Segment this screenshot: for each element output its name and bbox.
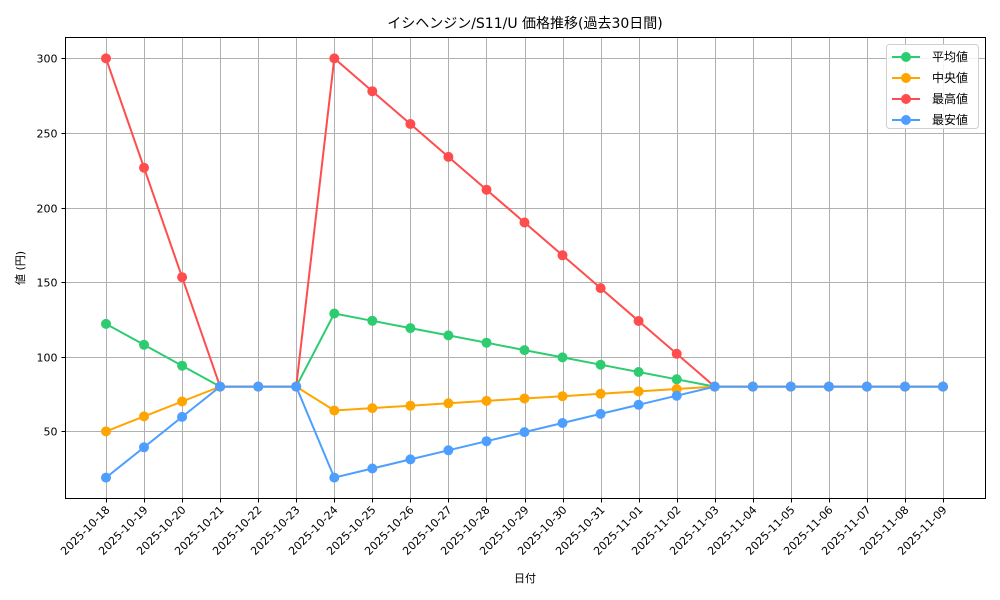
data-point: [557, 391, 568, 402]
data-point: [861, 381, 872, 392]
data-point: [633, 399, 644, 410]
data-point: [253, 381, 264, 392]
data-point: [900, 381, 910, 392]
legend-item: 最高値: [892, 91, 968, 106]
legend-item: 平均値: [892, 49, 968, 64]
y-axis-label: 値 (円): [14, 251, 27, 285]
data-point: [443, 330, 454, 341]
y-tick-label: 100: [37, 352, 58, 365]
data-point: [519, 393, 530, 404]
data-series: [101, 53, 948, 483]
legend-label: 中央値: [932, 70, 968, 85]
data-point: [633, 316, 644, 326]
data-point: [405, 400, 416, 411]
data-point: [671, 374, 682, 385]
data-point: [481, 436, 492, 447]
y-tick-label: 300: [37, 53, 58, 66]
data-point: [177, 272, 188, 283]
data-point: [671, 390, 682, 401]
data-point: [595, 408, 606, 419]
data-point: [443, 445, 454, 456]
x-axis-label: 日付: [514, 572, 536, 585]
data-point: [405, 323, 416, 334]
data-point: [595, 359, 606, 370]
data-point: [595, 283, 606, 294]
data-point: [329, 53, 340, 64]
data-point: [671, 348, 682, 359]
legend-dot-marker: [901, 94, 911, 104]
data-point: [367, 315, 378, 326]
series-平均値: [101, 308, 948, 392]
data-point: [938, 381, 948, 392]
legend-dot-marker: [901, 115, 911, 125]
data-point: [633, 367, 644, 377]
data-point: [139, 339, 149, 350]
grid-lines: [65, 37, 986, 499]
data-point: [329, 405, 340, 416]
data-point: [405, 454, 416, 465]
data-point: [101, 426, 111, 437]
y-tick-label: 250: [37, 128, 58, 141]
data-point: [177, 396, 188, 407]
data-point: [785, 381, 796, 392]
data-point: [443, 398, 454, 409]
data-point: [519, 217, 530, 228]
data-point: [329, 472, 340, 483]
data-point: [101, 53, 111, 64]
legend-item: 中央値: [892, 70, 968, 85]
legend-box: [886, 44, 979, 129]
data-point: [177, 360, 188, 371]
legend-dot-marker: [901, 73, 911, 83]
data-point: [139, 442, 149, 453]
data-point: [633, 386, 644, 397]
legend-dot-marker: [901, 52, 911, 62]
data-point: [519, 427, 530, 438]
legend-item: 最安値: [892, 112, 968, 127]
data-point: [101, 472, 111, 483]
data-point: [215, 381, 226, 392]
data-point: [367, 86, 378, 97]
chart-title: イシヘンジン/S11/U 価格推移(過去30日間): [387, 16, 663, 32]
data-point: [329, 308, 340, 319]
data-point: [443, 151, 454, 162]
data-point: [709, 381, 720, 392]
x-axis: 2025-10-182025-10-192025-10-202025-10-21…: [58, 498, 950, 558]
data-point: [177, 411, 188, 422]
data-point: [291, 381, 302, 392]
data-point: [481, 184, 492, 195]
y-axis: 50 100 150 200 250 300: [37, 53, 66, 439]
y-tick-label: 200: [37, 203, 58, 216]
data-point: [747, 381, 758, 392]
series-最高値: [101, 53, 948, 392]
data-point: [139, 162, 149, 173]
data-point: [101, 318, 111, 329]
y-tick-label: 50: [44, 426, 58, 439]
data-point: [557, 352, 568, 363]
series-line: [105, 385, 943, 433]
data-point: [557, 250, 568, 261]
data-point: [519, 345, 530, 356]
y-tick-label: 150: [37, 277, 58, 290]
data-point: [405, 119, 416, 129]
data-point: [367, 463, 378, 474]
data-point: [139, 411, 149, 422]
data-point: [481, 395, 492, 406]
data-point: [557, 418, 568, 428]
data-point: [367, 403, 378, 414]
data-point: [481, 337, 492, 348]
data-point: [823, 381, 834, 392]
legend-label: 最安値: [932, 112, 968, 127]
series-最安値: [101, 381, 948, 483]
data-point: [595, 388, 606, 399]
legend-label: 平均値: [932, 49, 968, 64]
legend-label: 最高値: [932, 91, 968, 106]
